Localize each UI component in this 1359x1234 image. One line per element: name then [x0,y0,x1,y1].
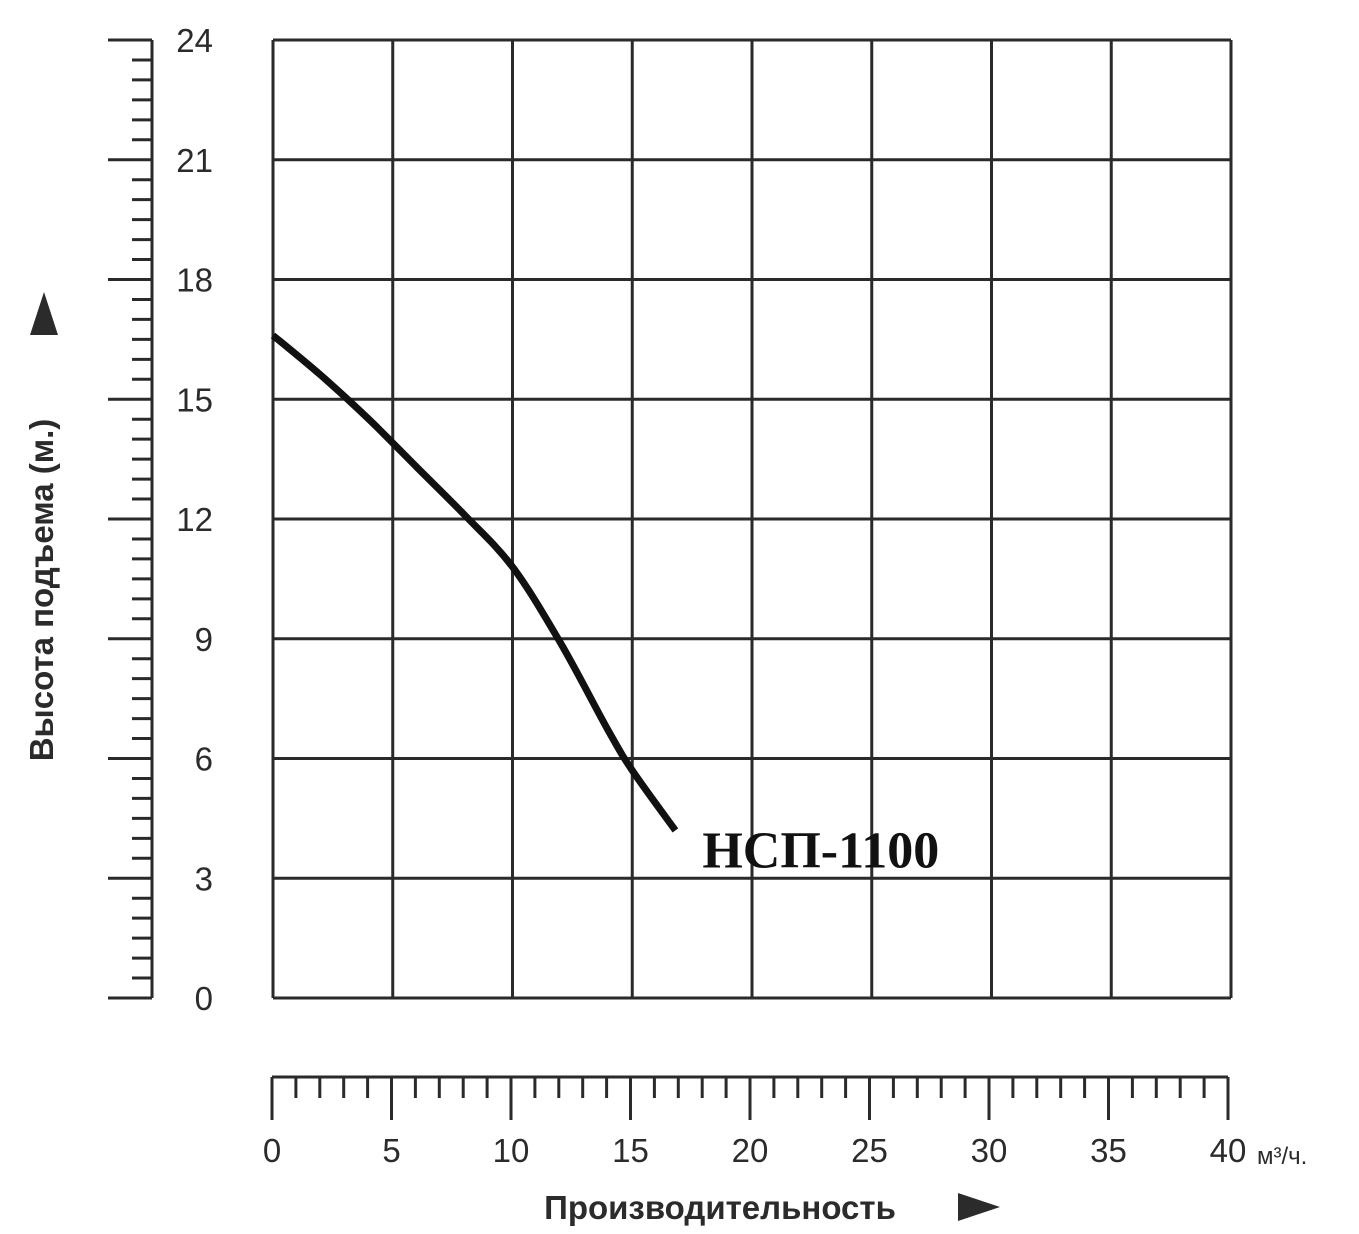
x-tick-label: 10 [493,1132,530,1169]
y-tick-label: 21 [176,142,213,179]
series-line [270,332,679,833]
x-tick-label: 30 [971,1132,1008,1169]
y-tick-label: 9 [195,621,213,658]
y-tick-label: 6 [195,741,213,778]
x-axis-tick-labels: 0 5 10 15 20 25 30 35 40 [263,1132,1247,1169]
x-axis-arrow-icon [958,1193,1000,1221]
y-axis-tick-labels: 0 3 6 9 12 15 18 21 24 [176,22,213,1017]
series-label: НСП-1100 [702,822,939,879]
x-tick-label: 40 [1210,1132,1247,1169]
y-tick-label: 18 [176,262,213,299]
x-tick-label: 0 [263,1132,281,1169]
x-tick-label: 5 [382,1132,400,1169]
y-tick-label: 24 [176,22,213,59]
x-tick-label: 25 [851,1132,888,1169]
y-tick-label: 15 [176,381,213,418]
plot-grid [271,38,1233,1000]
y-tick-label: 0 [195,980,213,1017]
series-layer: НСП-1100 [270,332,939,879]
x-tick-label: 20 [732,1132,769,1169]
x-axis-title: Производительность [544,1189,896,1226]
x-tick-label: 35 [1090,1132,1127,1169]
y-axis-arrow-icon [30,292,58,335]
x-tick-label: 15 [612,1132,649,1169]
x-axis-unit: м³/ч. [1257,1143,1307,1170]
y-axis-ruler [108,38,154,1000]
x-axis-ruler [270,1075,1230,1120]
y-axis-title: Высота подъема (м.) [23,419,60,762]
y-tick-label: 3 [195,860,213,897]
y-tick-label: 12 [176,501,213,538]
